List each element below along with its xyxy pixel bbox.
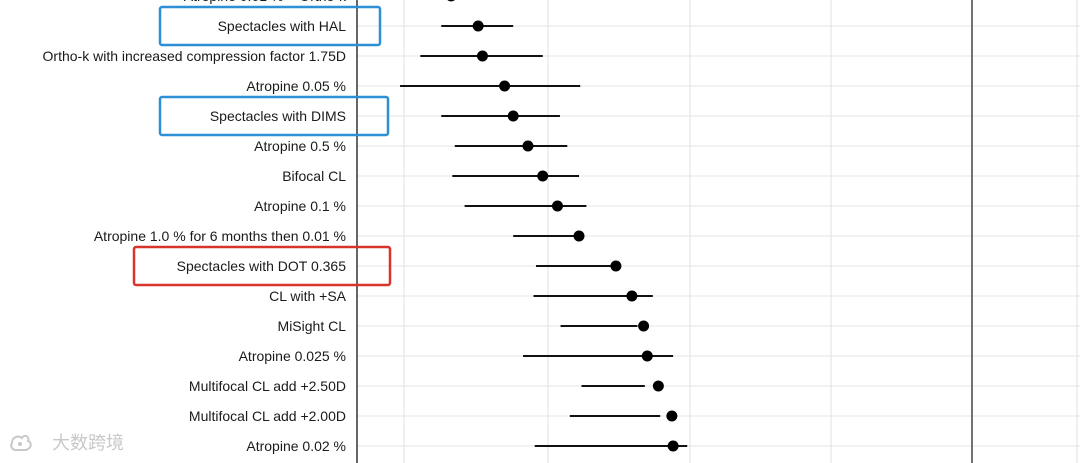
row-label: Atropine 0.02 %	[246, 438, 346, 454]
highlight-boxes	[132, 5, 392, 287]
highlight-box-blue	[158, 95, 390, 137]
watermark-text: 大数跨境	[52, 433, 124, 454]
row-label: Ortho-k with increased compression facto…	[43, 48, 346, 64]
highlight-box-red	[132, 245, 392, 287]
point-estimate	[652, 380, 664, 392]
estimate-marks	[400, 0, 688, 452]
point-estimate	[666, 410, 678, 422]
point-estimate	[447, 0, 455, 2]
row-label: CL with +SA	[269, 288, 347, 304]
point-estimate	[667, 440, 679, 452]
point-estimate	[626, 290, 638, 302]
row-label: Spectacles with DOT 0.365	[177, 258, 347, 274]
row-label: Multifocal CL add +2.00D	[189, 408, 346, 424]
point-estimate	[499, 80, 511, 92]
row-labels: Atropine 0.01 % + Ortho-k Spectacles with…	[43, 0, 347, 454]
row-label: MiSight CL	[278, 318, 347, 334]
row-label: Spectacles with HAL	[218, 18, 347, 34]
row-label: Atropine 0.01 % + Ortho-k	[184, 0, 347, 4]
point-estimate	[641, 350, 653, 362]
point-estimate	[638, 320, 650, 332]
row-label: Multifocal CL add +2.50D	[189, 378, 346, 394]
point-estimate	[573, 230, 585, 242]
row-label: Spectacles with DIMS	[210, 108, 346, 124]
point-estimate	[537, 170, 549, 182]
point-estimate	[507, 110, 519, 122]
watermark: 大数跨境	[10, 433, 124, 454]
row-label: Bifocal CL	[282, 168, 346, 184]
point-estimate	[551, 200, 563, 212]
row-label: Atropine 1.0 % for 6 months then 0.01 %	[94, 228, 346, 244]
weibo-logo-icon	[10, 434, 32, 451]
row-label: Atropine 0.1 %	[254, 198, 346, 214]
y-axis-line	[356, 0, 973, 463]
row-label: Atropine 0.025 %	[239, 348, 346, 364]
point-estimate	[610, 260, 622, 272]
point-estimate	[472, 20, 484, 32]
highlight-box-blue	[158, 5, 382, 47]
row-label: Atropine 0.05 %	[246, 78, 346, 94]
point-estimate	[522, 140, 534, 152]
row-label: Atropine 0.5 %	[254, 138, 346, 154]
point-estimate	[476, 50, 488, 62]
